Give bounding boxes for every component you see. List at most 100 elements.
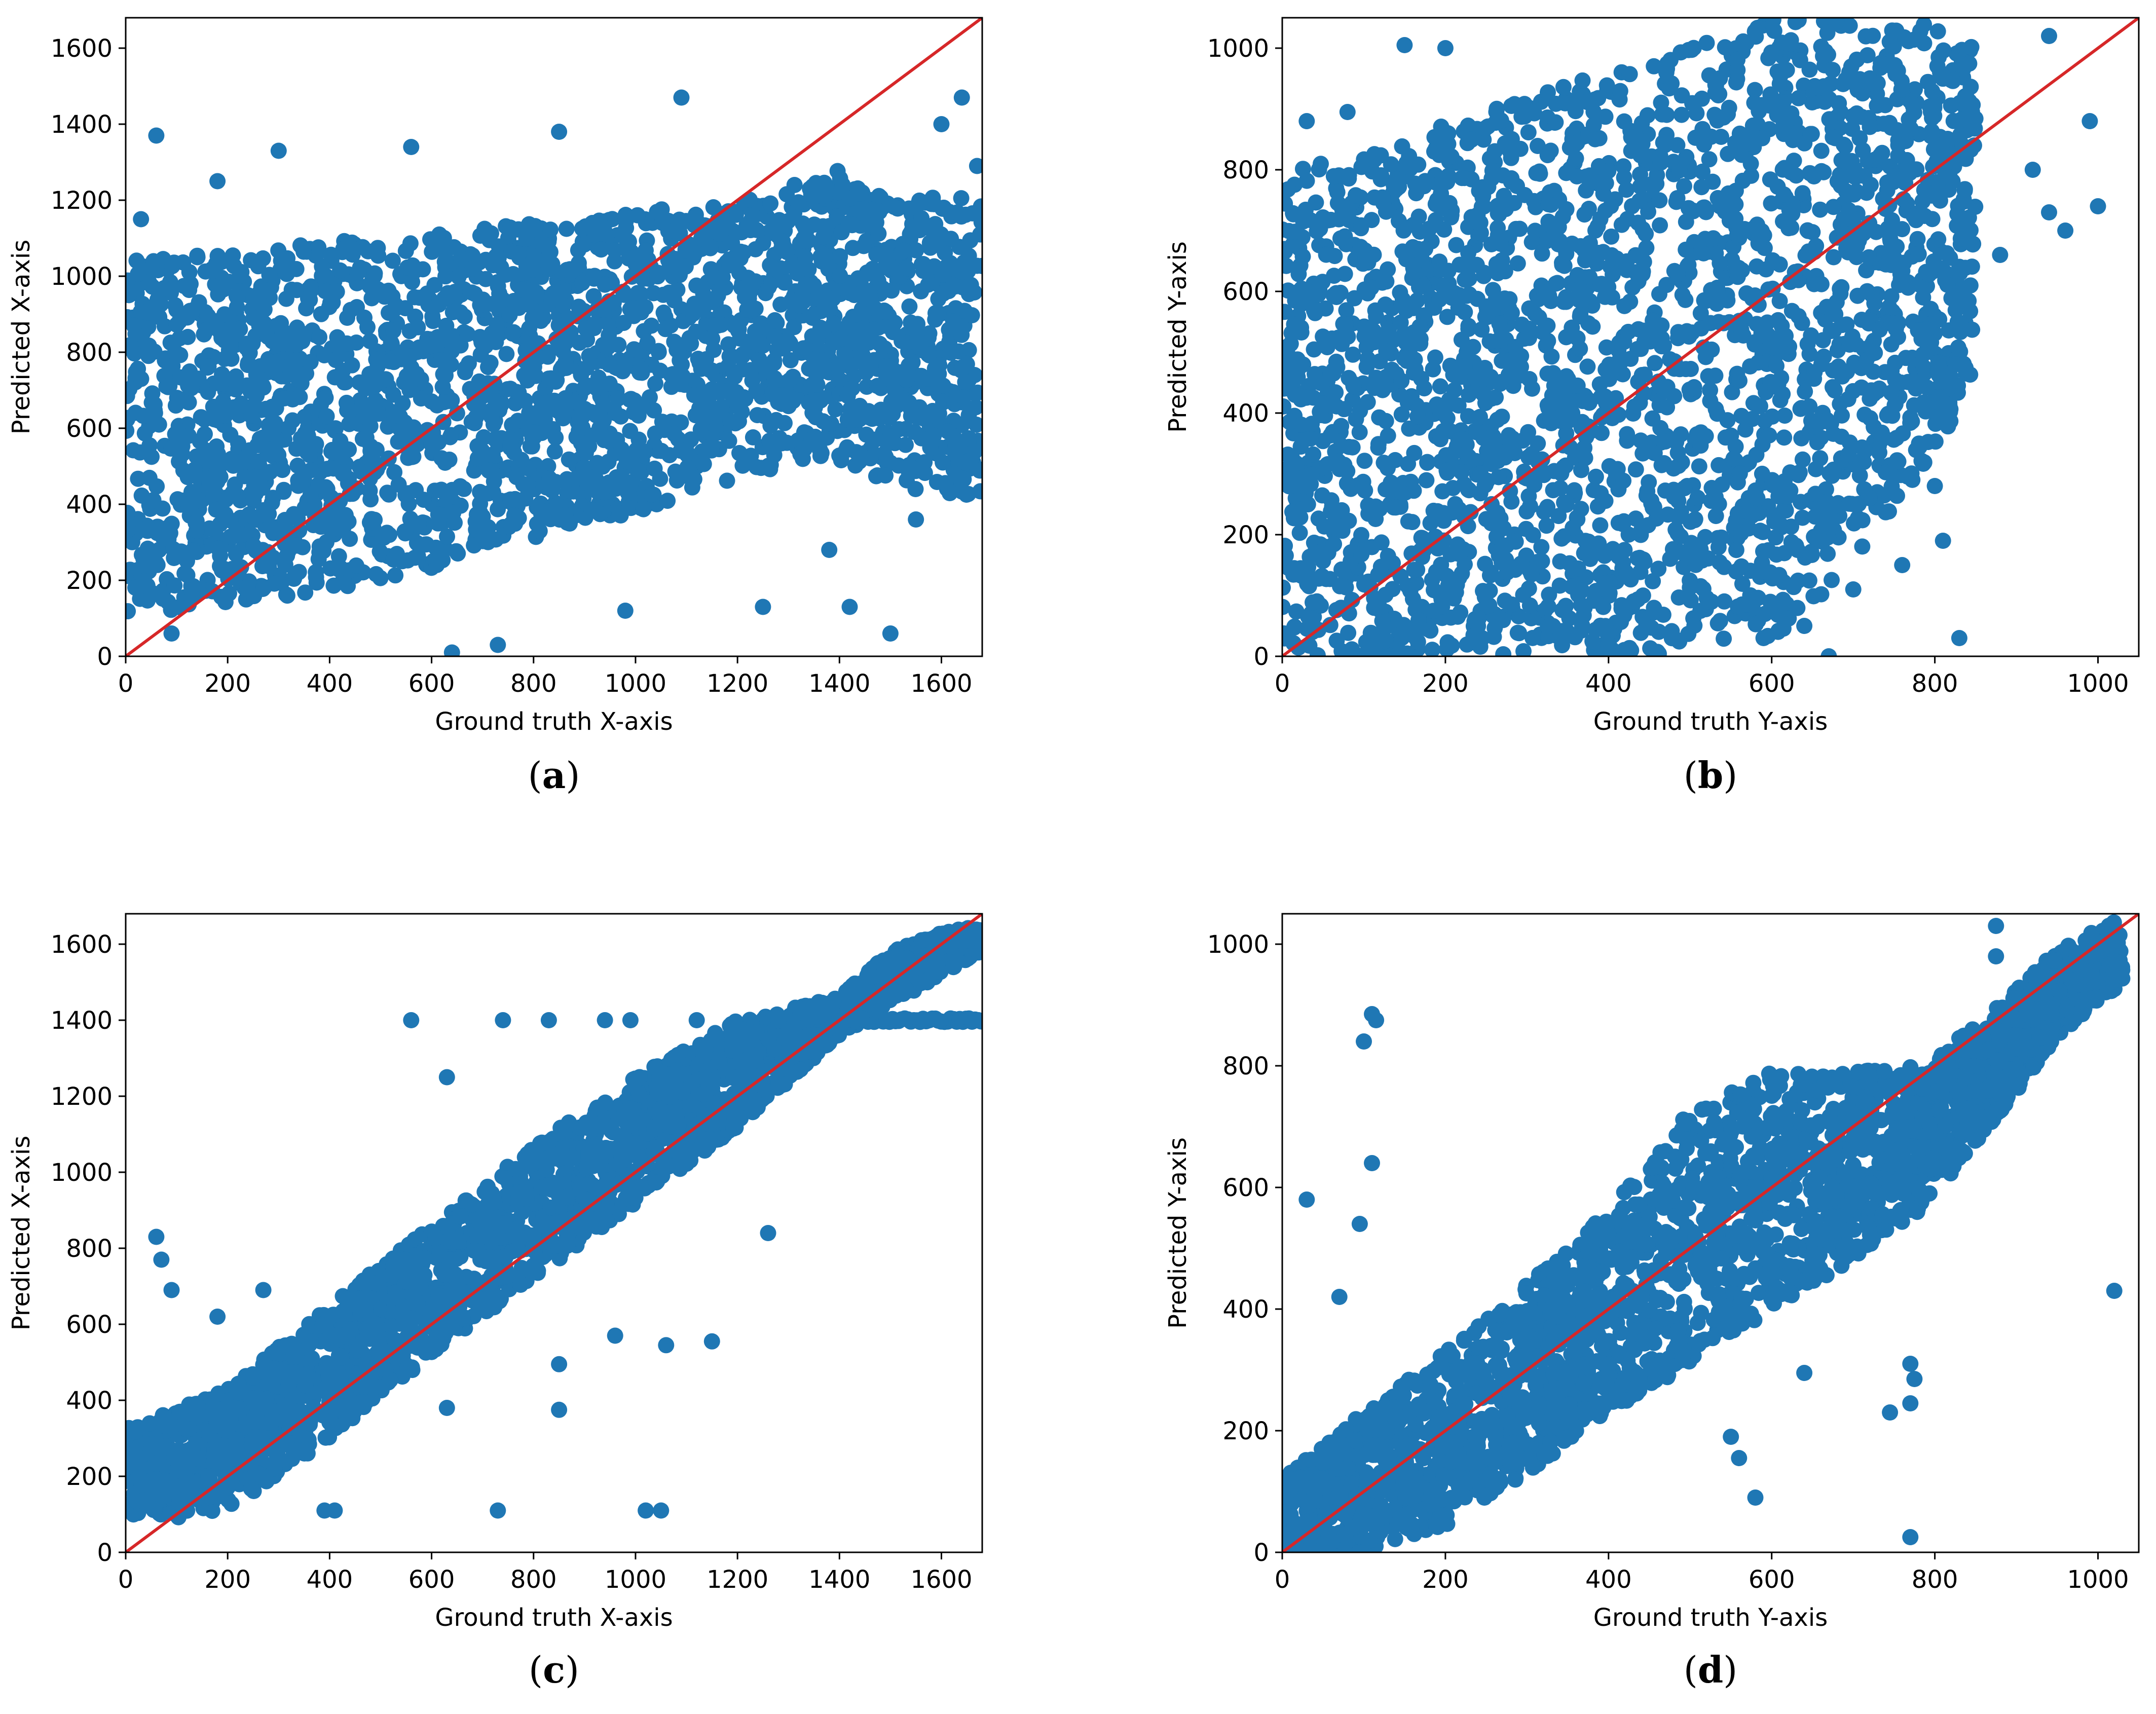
scatter-point <box>662 317 679 334</box>
outlier-point <box>163 625 180 642</box>
scatter-point <box>1630 214 1647 231</box>
scatter-point <box>1341 438 1357 455</box>
scatter-point <box>1282 541 1292 557</box>
scatter-point <box>1554 637 1571 654</box>
scatter-point <box>1443 637 1460 654</box>
scatter-point <box>1834 368 1850 385</box>
scatter-point <box>1537 602 1554 618</box>
scatter-point <box>1921 98 1938 115</box>
scatter-point <box>1807 461 1824 477</box>
scatter-point <box>1573 501 1589 517</box>
scatter-point <box>232 268 248 284</box>
scatter-point <box>1513 555 1530 572</box>
scatter-point <box>1643 495 1660 512</box>
scatter-point <box>1539 499 1556 515</box>
scatter-point <box>916 454 933 471</box>
scatter-point <box>1407 175 1424 192</box>
scatter-point <box>293 367 309 383</box>
scatter-point <box>381 353 398 369</box>
scatter-point <box>1728 542 1744 558</box>
scatter-point <box>792 297 808 314</box>
scatter-point <box>1458 258 1475 275</box>
scatter-point <box>1454 431 1470 448</box>
scatter-point <box>529 515 545 532</box>
scatter-point <box>233 395 249 412</box>
scatter-point <box>1632 166 1649 183</box>
scatter-point <box>426 277 443 293</box>
scatter-point <box>1632 178 1649 195</box>
scatter-point <box>498 346 515 362</box>
scatter-point <box>1616 169 1632 186</box>
scatter-point <box>1879 407 1895 424</box>
scatter-point <box>180 496 197 512</box>
scatter-point <box>1925 253 1942 270</box>
scatter-point <box>250 453 267 470</box>
outlier-point <box>551 124 568 140</box>
scatter-point <box>437 268 454 285</box>
scatter-point <box>384 252 401 269</box>
scatter-point <box>188 523 205 539</box>
scatter-point <box>1813 586 1830 603</box>
scatter-point <box>323 246 340 263</box>
scatter-point <box>1651 192 1668 209</box>
scatter-point <box>1472 225 1489 241</box>
scatter-point <box>1570 560 1586 577</box>
scatter-point <box>456 480 472 497</box>
scatter-point <box>279 587 295 604</box>
scatter-point <box>974 461 982 478</box>
scatter-point <box>1380 377 1396 393</box>
scatter-point <box>1762 171 1778 188</box>
scatter-point <box>1556 382 1573 398</box>
scatter-point <box>1378 343 1395 359</box>
scatter-point <box>901 298 918 315</box>
scatter-point <box>1310 510 1327 527</box>
scatter-point <box>541 470 558 487</box>
scatter-point <box>1571 291 1587 308</box>
scatter-point <box>576 380 592 397</box>
scatter-point <box>1590 535 1607 552</box>
scatter-point <box>506 444 523 461</box>
scatter-point <box>268 433 285 450</box>
scatter-point <box>1513 108 1530 125</box>
scatter-point <box>1893 374 1910 391</box>
scatter-point <box>528 284 545 301</box>
scatter-point <box>1393 372 1410 389</box>
scatter-point <box>1538 517 1555 534</box>
scatter-point <box>848 411 865 428</box>
scatter-point <box>1503 305 1520 321</box>
scatter-point <box>1952 111 1969 128</box>
scatter-point <box>908 242 924 258</box>
scatter-point <box>210 540 227 557</box>
scatter-point <box>522 438 539 455</box>
scatter-point <box>1757 606 1773 622</box>
scatter-point <box>1291 525 1308 541</box>
scatter-point <box>1472 408 1488 425</box>
scatter-point <box>1871 321 1888 338</box>
scatter-point <box>1426 129 1443 145</box>
scatter-point <box>1903 121 1919 137</box>
scatter-point <box>349 265 366 281</box>
scatter-point <box>197 426 213 442</box>
scatter-point <box>1461 386 1477 403</box>
scatter-point <box>1876 116 1892 132</box>
scatter-point <box>619 453 636 470</box>
scatter-point <box>1336 401 1353 418</box>
outlier-point <box>148 127 165 144</box>
scatter-point <box>161 378 178 394</box>
scatter-point <box>714 398 730 415</box>
scatter-point <box>128 252 145 269</box>
scatter-point <box>1845 107 1862 124</box>
scatter-point <box>626 341 642 358</box>
scatter-point <box>858 364 874 381</box>
scatter-point <box>1509 255 1526 272</box>
scatter-point <box>449 405 465 422</box>
scatter-point <box>181 264 198 280</box>
scatter-point <box>573 366 589 383</box>
scatter-point <box>238 336 255 352</box>
scatter-point <box>198 322 215 338</box>
scatter-point <box>1603 198 1619 214</box>
scatter-point <box>1782 35 1799 52</box>
scatter-point <box>302 354 319 370</box>
scatter-point <box>233 527 249 543</box>
